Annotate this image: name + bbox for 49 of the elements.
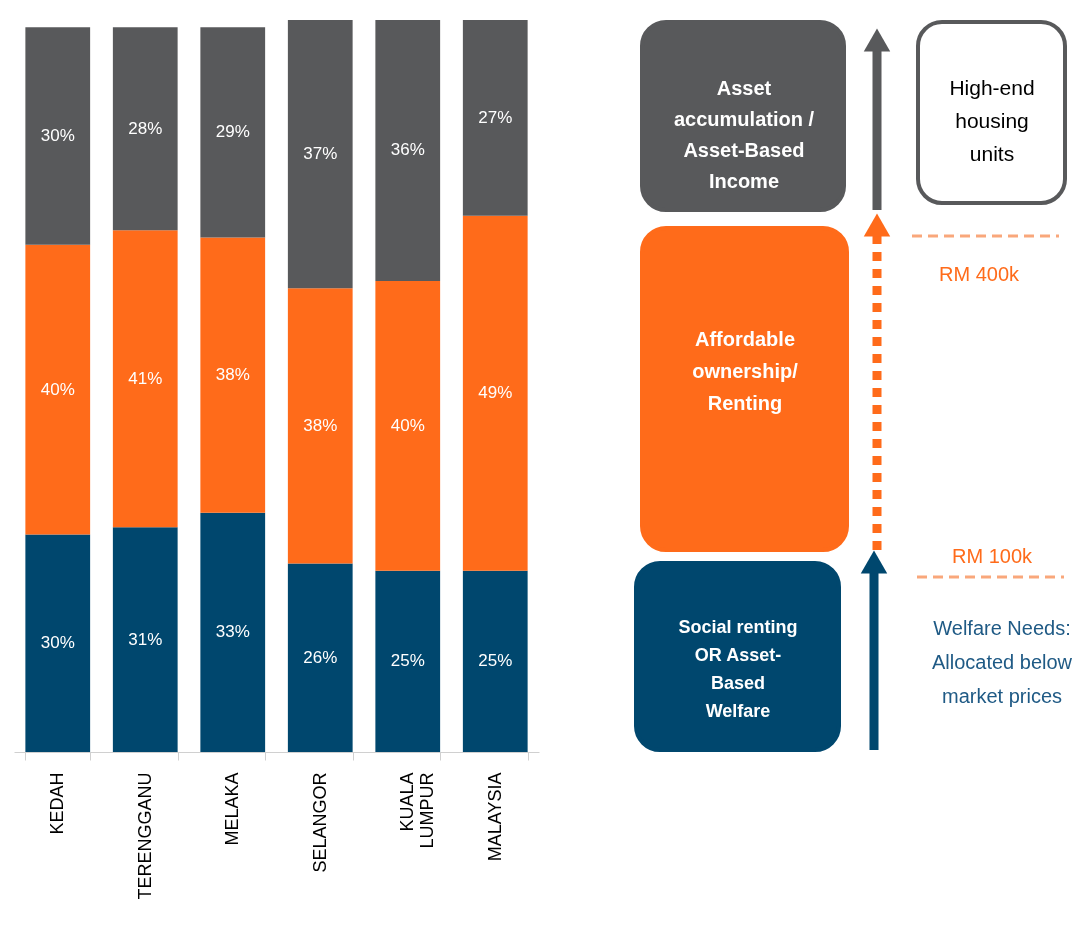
bar (287, 20, 353, 289)
data-label: 31% (128, 629, 163, 649)
bar (462, 570, 528, 752)
data-label: 49% (478, 383, 513, 403)
data-label: 25% (478, 651, 513, 671)
data-label: 41% (128, 368, 163, 388)
x-tick-label: MALAYSIA (484, 772, 505, 862)
data-label: 40% (40, 379, 75, 399)
bar (462, 215, 528, 571)
x-tick-label: SELANGOR (309, 772, 330, 873)
bar (112, 527, 178, 752)
data-label: 27% (478, 107, 513, 127)
text: Social renting OR Asset- Based Welfare (678, 617, 798, 721)
bar (287, 288, 353, 564)
bar (375, 280, 441, 571)
text: Welfare Needs: Allocated below market prices (931, 617, 1073, 707)
bar (200, 27, 266, 238)
x-tick-label: KUALA LUMPUR (397, 772, 438, 849)
data-label: 38% (303, 415, 338, 435)
data-label: 30% (40, 125, 75, 145)
bar (25, 244, 91, 535)
bar (375, 570, 441, 752)
data-label: 37% (303, 144, 338, 164)
data-label: 38% (215, 365, 250, 385)
data-label: 28% (128, 118, 163, 138)
bar (112, 27, 178, 231)
bar (200, 512, 266, 752)
text: Asset accumulation / Asset-Based Income (673, 76, 815, 192)
text: Affordable ownership/ Renting (692, 328, 799, 414)
x-tick-label: MELAKA (222, 772, 243, 846)
bar (462, 20, 528, 216)
data-label: 30% (40, 633, 75, 653)
x-tick-label: TERENGGANU (134, 772, 155, 900)
text: High-end housing units (949, 76, 1035, 165)
bar (200, 237, 266, 513)
bar (25, 27, 91, 245)
data-label: 25% (390, 651, 425, 671)
data-label: 33% (215, 622, 250, 642)
bar (287, 563, 353, 752)
data-label: 29% (215, 122, 250, 142)
x-tick-label: KEDAH (47, 772, 68, 835)
bar (112, 230, 178, 528)
data-label: 40% (390, 415, 425, 435)
bar (25, 534, 91, 752)
data-label: 26% (303, 647, 338, 667)
bar (375, 20, 441, 281)
text: RM 100k (951, 545, 1034, 567)
data-label: 36% (390, 140, 425, 160)
text: RM 400k (938, 263, 1021, 285)
